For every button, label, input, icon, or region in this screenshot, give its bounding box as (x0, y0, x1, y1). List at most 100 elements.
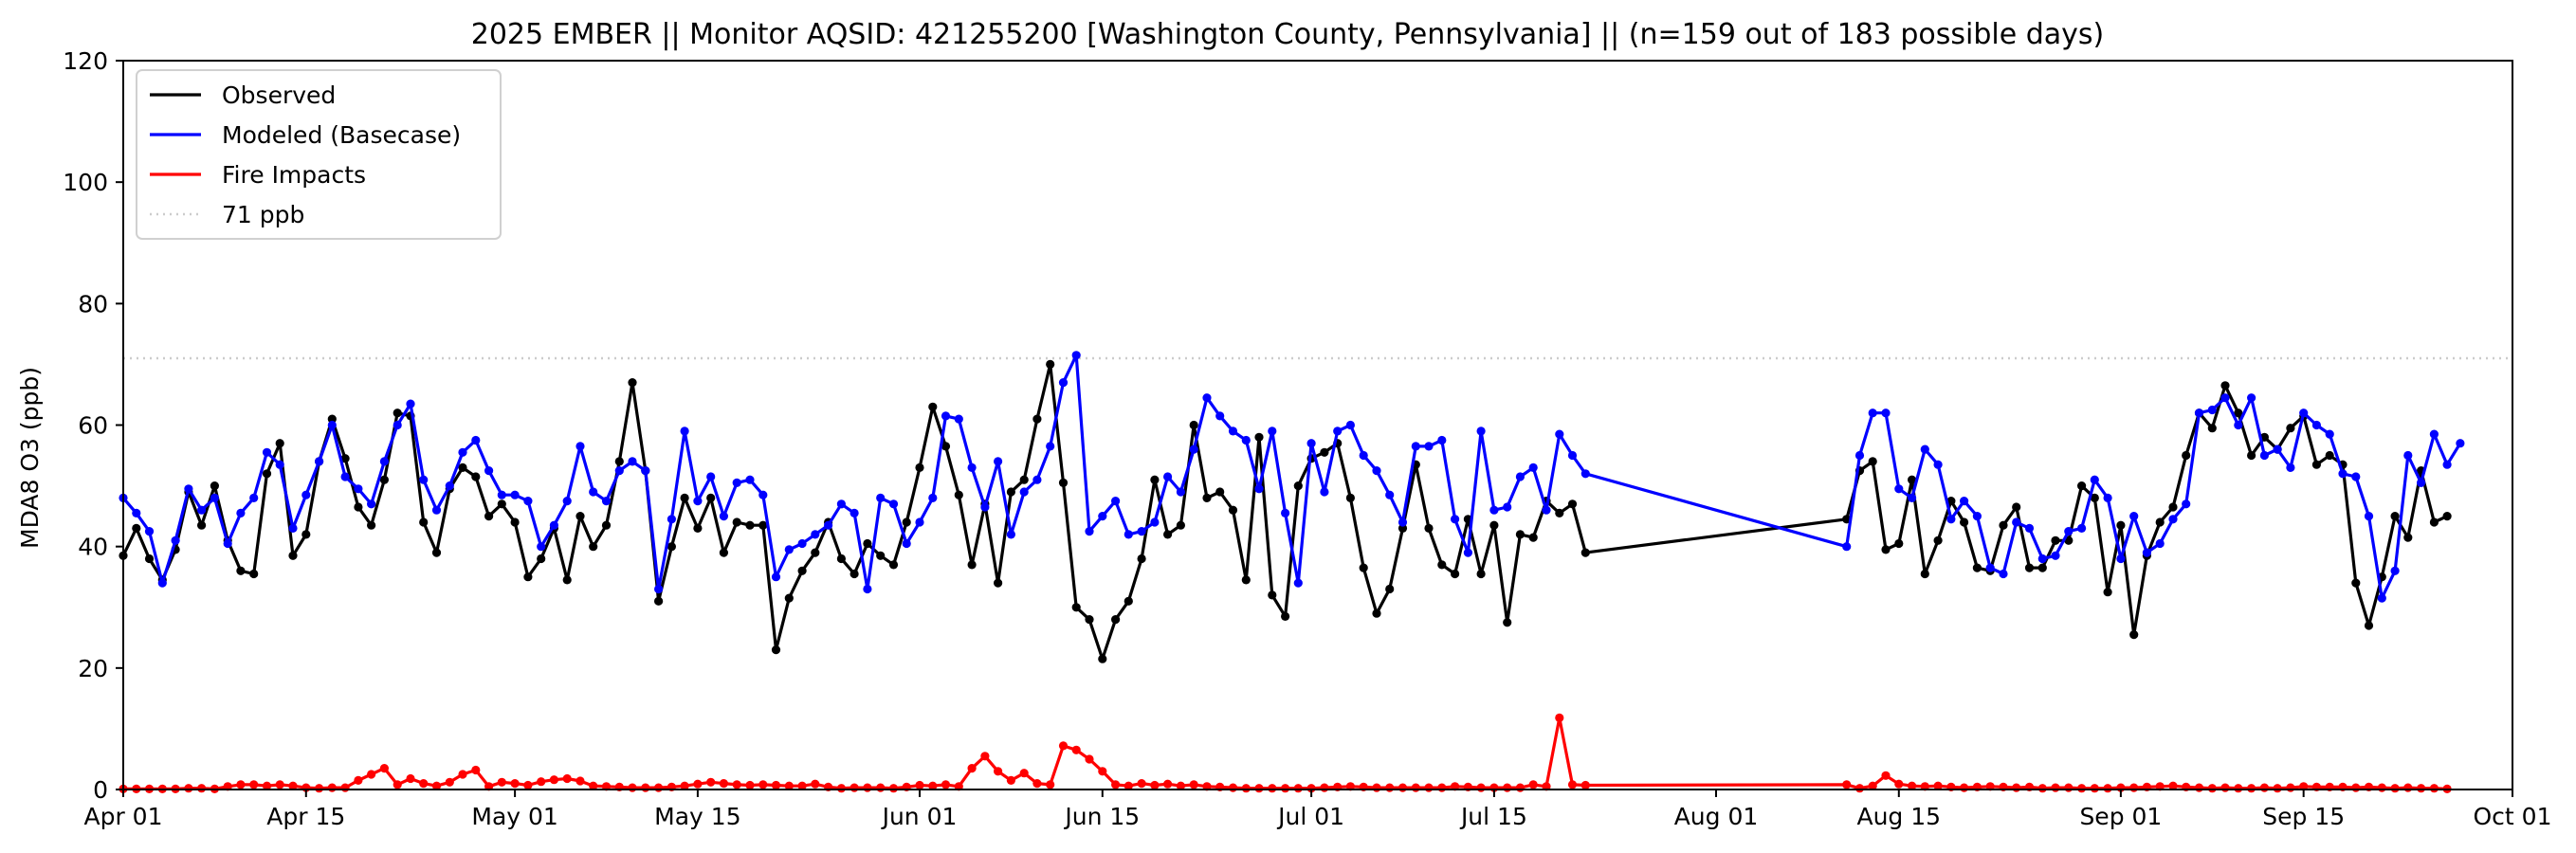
legend-label-modeled-basecase: Modeled (Basecase) (222, 121, 461, 149)
data-point-fire-impacts (1306, 784, 1316, 793)
data-point-observed (954, 490, 963, 499)
data-point-modeled-basecase (2286, 463, 2295, 472)
data-point-observed (850, 569, 859, 579)
data-point-modeled-basecase (2103, 493, 2112, 503)
data-point-fire-impacts (1842, 780, 1852, 789)
data-point-observed (575, 512, 585, 521)
data-point-fire-impacts (249, 780, 259, 789)
data-point-observed (2116, 520, 2126, 530)
series-line-observed (121, 362, 2448, 661)
data-point-fire-impacts (562, 773, 572, 784)
data-point-modeled-basecase (2129, 512, 2139, 521)
data-point-modeled-basecase (575, 442, 585, 451)
data-point-modeled-basecase (1241, 435, 1251, 445)
data-point-modeled-basecase (144, 527, 155, 536)
data-point-fire-impacts (1254, 784, 1264, 793)
data-point-modeled-basecase (967, 463, 977, 472)
data-point-modeled-basecase (2377, 593, 2386, 603)
data-point-modeled-basecase (1528, 463, 1538, 472)
data-point-observed (589, 542, 598, 552)
data-point-fire-impacts (1398, 783, 1408, 792)
data-point-modeled-basecase (994, 457, 1003, 466)
data-point-fire-impacts (2351, 783, 2361, 792)
data-point-observed (2286, 424, 2295, 433)
data-point-modeled-basecase (2311, 420, 2321, 430)
data-point-fire-impacts (941, 780, 951, 789)
data-point-observed (1555, 508, 1564, 518)
legend-label-observed: Observed (222, 82, 336, 109)
data-point-modeled-basecase (1320, 487, 1329, 497)
data-point-modeled-basecase (1398, 517, 1408, 527)
data-point-observed (484, 512, 494, 521)
data-point-fire-impacts (471, 765, 481, 775)
data-point-modeled-basecase (1163, 472, 1173, 481)
data-point-modeled-basecase (1920, 445, 1929, 454)
data-point-modeled-basecase (406, 399, 415, 408)
data-point-modeled-basecase (1999, 569, 2008, 579)
data-point-fire-impacts (2234, 784, 2243, 793)
data-point-observed (1046, 359, 1055, 369)
data-point-observed (1345, 493, 1355, 503)
x-tick-label: Jun 01 (881, 803, 958, 830)
data-point-fire-impacts (1150, 780, 1160, 790)
data-point-modeled-basecase (1046, 442, 1055, 451)
data-point-modeled-basecase (1111, 497, 1121, 506)
data-point-fire-impacts (1372, 783, 1381, 792)
data-point-fire-impacts (628, 783, 637, 792)
data-point-fire-impacts (197, 784, 207, 793)
data-point-observed (1071, 603, 1081, 612)
data-point-fire-impacts (1085, 754, 1094, 764)
data-point-modeled-basecase (1580, 469, 1590, 479)
data-point-modeled-basecase (1254, 484, 1264, 494)
y-tick-label: 120 (63, 47, 108, 75)
data-point-fire-impacts (888, 784, 899, 793)
data-point-fire-impacts (431, 781, 442, 790)
data-point-fire-impacts (1176, 781, 1185, 790)
data-point-fire-impacts (641, 783, 650, 792)
series-line-fire-impacts (123, 716, 2448, 791)
data-point-observed (1567, 499, 1578, 509)
data-point-observed (1281, 611, 1290, 622)
data-point-fire-impacts (850, 783, 859, 792)
data-point-observed (2155, 517, 2165, 527)
data-point-fire-impacts (1058, 741, 1069, 751)
data-point-fire-impacts (1111, 780, 1121, 789)
data-point-modeled-basecase (2142, 548, 2151, 557)
data-point-modeled-basecase (2024, 523, 2035, 534)
data-point-fire-impacts (771, 780, 781, 790)
data-point-observed (2182, 450, 2191, 461)
data-point-modeled-basecase (2155, 538, 2165, 549)
data-point-observed (628, 378, 637, 388)
data-point-fire-impacts (706, 777, 716, 787)
data-point-modeled-basecase (315, 457, 324, 466)
data-point-observed (1098, 654, 1107, 663)
data-point-observed (1228, 505, 1238, 515)
data-point-modeled-basecase (1281, 508, 1290, 518)
data-point-observed (601, 520, 612, 530)
data-point-observed (2207, 424, 2217, 433)
data-point-fire-impacts (537, 777, 546, 787)
data-point-modeled-basecase (1333, 426, 1343, 436)
data-point-modeled-basecase (1411, 442, 1420, 451)
data-point-modeled-basecase (2194, 408, 2204, 418)
data-point-observed (2037, 563, 2047, 572)
data-point-modeled-basecase (745, 475, 755, 484)
data-point-observed (132, 523, 141, 534)
data-point-observed (2364, 621, 2374, 630)
data-point-observed (928, 402, 938, 411)
data-point-observed (144, 554, 155, 564)
data-point-fire-impacts (2377, 783, 2386, 792)
x-tick-label: Jun 15 (1063, 803, 1140, 830)
data-point-observed (1503, 618, 1512, 627)
data-point-observed (2103, 588, 2112, 597)
series-modeled-basecase (119, 351, 2465, 603)
data-point-observed (2311, 460, 2321, 469)
data-point-modeled-basecase (419, 475, 429, 484)
data-point-fire-impacts (1241, 784, 1251, 793)
data-point-fire-impacts (1320, 783, 1329, 792)
data-point-observed (1058, 478, 1069, 487)
data-point-observed (262, 469, 272, 479)
data-point-modeled-basecase (980, 502, 990, 512)
data-point-modeled-basecase (2116, 554, 2126, 564)
x-tick-label: Oct 01 (2474, 803, 2552, 830)
